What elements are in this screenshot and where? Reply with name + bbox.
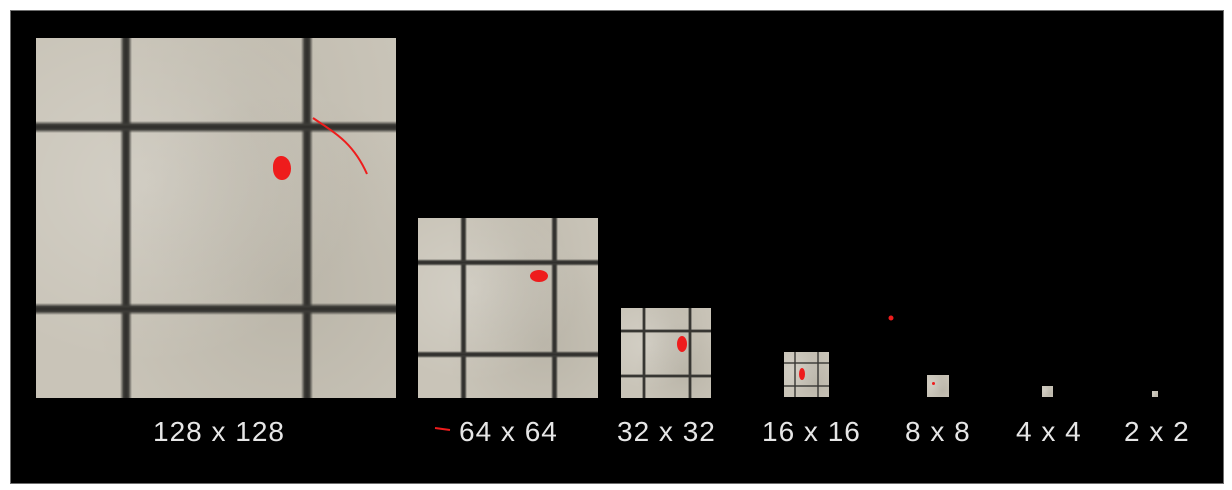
size-label-128: 128 x 128	[153, 416, 285, 448]
red-pen-stroke	[435, 428, 450, 430]
red-pen-dot	[889, 316, 894, 321]
size-label-2: 2 x 2	[1124, 416, 1190, 448]
size-label-64: 64 x 64	[459, 416, 558, 448]
size-label-4: 4 x 4	[1016, 416, 1082, 448]
red-pen-stroke	[313, 118, 367, 174]
size-label-16: 16 x 16	[762, 416, 861, 448]
size-label-32: 32 x 32	[617, 416, 716, 448]
size-label-8: 8 x 8	[905, 416, 971, 448]
